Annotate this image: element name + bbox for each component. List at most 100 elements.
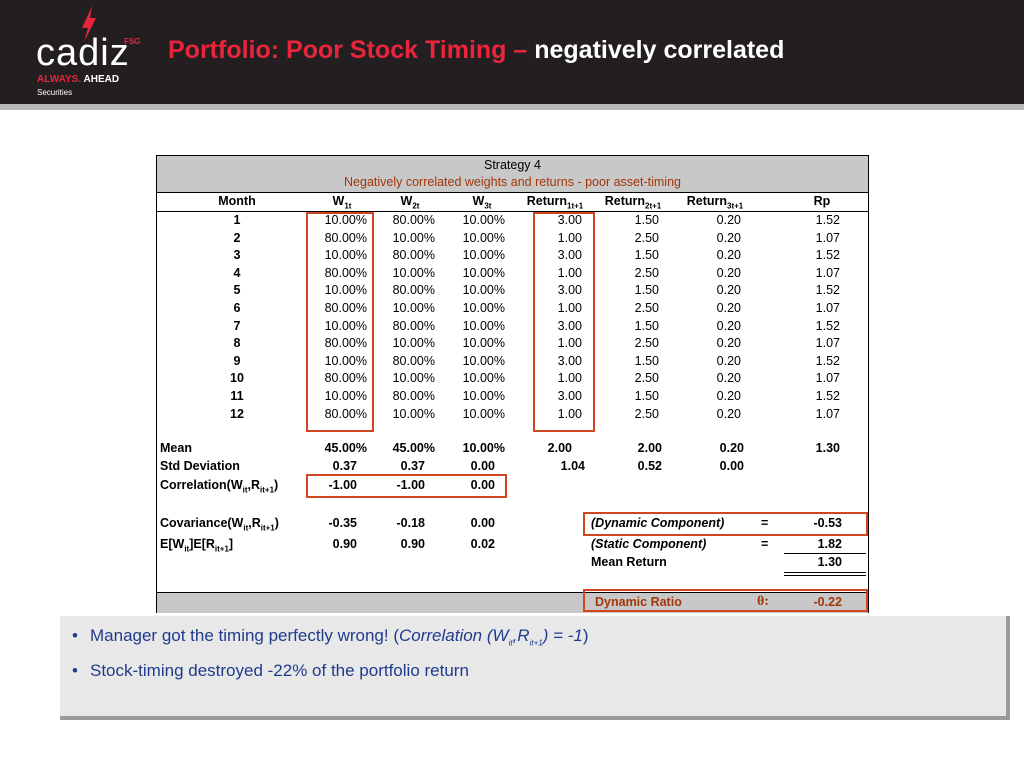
row-9-rp: 1.52 <box>815 353 840 368</box>
row-2-rp: 1.07 <box>815 230 840 245</box>
row-7-w2: 80.00% <box>392 318 435 333</box>
row-10-r3: 0.20 <box>716 371 741 386</box>
row-10-month: 10 <box>230 371 244 386</box>
row-7-month: 7 <box>233 318 241 333</box>
logo-wordmark: cadiz <box>36 32 130 74</box>
bullet-1-sub1: it <box>508 638 513 648</box>
row-4-w2: 10.00% <box>392 265 435 280</box>
row-2-r2: 2.50 <box>634 230 659 245</box>
bullet-1-c: ,R <box>512 626 530 645</box>
col-r2-sub: 2t+1 <box>645 201 662 211</box>
std-label: Std Deviation <box>160 459 240 473</box>
highlight-dynamic-ratio <box>583 589 868 612</box>
corr-label-c: ) <box>274 478 279 492</box>
row-11-r3: 0.20 <box>716 389 741 403</box>
row-6-w1: 80.00% <box>324 301 367 315</box>
row-11-month: 11 <box>230 389 244 403</box>
row-4-r2: 2.50 <box>634 265 659 280</box>
cov-label-a: Covariance(W <box>160 516 244 530</box>
std-w2: 0.37 <box>400 459 425 473</box>
row-1-rp: 1.52 <box>815 213 840 227</box>
std-w1: 0.37 <box>332 459 357 473</box>
row-11-rp: 1.52 <box>815 389 840 403</box>
row-4-r1: 1.00 <box>557 265 582 280</box>
row-2-r1: 1.00 <box>557 230 582 245</box>
std-r3: 0.00 <box>719 459 744 473</box>
mean-w2: 45.00% <box>392 441 435 455</box>
row-9-w2: 80.00% <box>392 353 435 368</box>
row-2-month: 2 <box>233 230 241 245</box>
mean-return-underline-2 <box>784 575 866 576</box>
row-11-r2: 1.50 <box>634 389 659 403</box>
row-3-r1: 3.00 <box>557 248 582 263</box>
eprod-label-a: E[W <box>160 537 185 551</box>
bullet-2-dot: • <box>72 661 78 680</box>
bullet-1-d: ) = -1 <box>542 626 583 645</box>
col-r3-label: Return <box>686 194 728 208</box>
row-4-w1: 80.00% <box>324 265 367 280</box>
bullet-1-dot: • <box>72 626 78 645</box>
row-1-r2: 1.50 <box>634 213 659 227</box>
title-red: Portfolio: Poor Stock Timing – <box>168 36 535 64</box>
col-w2-sub: 2t <box>412 201 420 211</box>
row-1-w2: 80.00% <box>392 213 435 227</box>
corr-w1: -1.00 <box>328 478 358 492</box>
col-w3-sub: 3t <box>484 201 492 211</box>
row-12-r2: 2.50 <box>634 406 659 421</box>
row-7-rp: 1.52 <box>815 318 840 333</box>
col-w2-label: W <box>400 194 413 208</box>
logo-tagline: ALWAYS. AHEAD <box>37 74 119 85</box>
bullet-panel: • Manager got the timing perfectly wrong!… <box>60 616 1010 720</box>
strategy-table: Strategy 4 Negatively correlated weights… <box>156 155 869 613</box>
mean-w1: 45.00% <box>324 441 367 455</box>
col-r1-label: Return <box>526 194 568 208</box>
eprod-label-b: ]E[R <box>189 537 215 551</box>
row-8-month: 8 <box>233 336 241 351</box>
col-r1: Return1t+1 <box>515 194 595 211</box>
highlight-dynamic-component <box>583 512 868 536</box>
row-5-r2: 1.50 <box>634 283 659 298</box>
row-7-w1: 10.00% <box>324 318 367 333</box>
row-3-w1: 10.00% <box>324 248 367 263</box>
row-10-rp: 1.07 <box>815 371 840 386</box>
bullet-1-b: Correlation (W <box>398 626 509 645</box>
cov-label-c: ) <box>274 516 279 530</box>
row-11-w2: 80.00% <box>392 389 435 403</box>
row-1-w3: 10.00% <box>462 213 505 227</box>
cov-w1: -0.35 <box>328 516 358 530</box>
static-eq: = <box>761 537 769 551</box>
row-6-w3: 10.00% <box>462 301 505 315</box>
row-6-w2: 10.00% <box>392 301 435 315</box>
bullet-1-a: Manager got the timing perfectly wrong! … <box>90 626 399 645</box>
col-w1: W1t <box>307 194 377 211</box>
highlight-w1-column <box>306 212 374 432</box>
row-5-w2: 80.00% <box>392 283 435 298</box>
logo-fsg: FSG <box>124 37 141 46</box>
mean-w3: 10.00% <box>462 441 505 455</box>
corr-w3: 0.00 <box>470 478 495 492</box>
highlight-correlation-row <box>306 474 507 498</box>
row-4-month: 4 <box>233 265 241 280</box>
cov-w2: -0.18 <box>396 516 426 530</box>
row-5-r3: 0.20 <box>716 283 741 298</box>
row-5-rp: 1.52 <box>815 283 840 298</box>
row-4-r3: 0.20 <box>716 265 741 280</box>
logo-tag-always: ALWAYS. <box>37 74 82 85</box>
std-r1: 1.04 <box>560 459 585 473</box>
mean-r1: 2.00 <box>547 441 572 455</box>
col-month: Month <box>218 194 256 208</box>
row-12-month: 12 <box>230 406 244 421</box>
eprod-sub-b: it+1 <box>214 544 229 554</box>
col-r2: Return2t+1 <box>593 194 673 211</box>
row-9-w1: 10.00% <box>324 353 367 368</box>
row-8-w3: 10.00% <box>462 336 505 351</box>
row-10-w2: 10.00% <box>392 371 435 386</box>
row-10-r2: 2.50 <box>634 371 659 386</box>
highlight-return1-column <box>533 212 595 432</box>
row-2-r3: 0.20 <box>716 230 741 245</box>
col-w3-label: W <box>472 194 485 208</box>
cov-sub-a: it <box>243 523 249 533</box>
row-2-w2: 10.00% <box>392 230 435 245</box>
row-12-w1: 80.00% <box>324 406 367 421</box>
logo-tag-ahead: AHEAD <box>83 74 120 85</box>
